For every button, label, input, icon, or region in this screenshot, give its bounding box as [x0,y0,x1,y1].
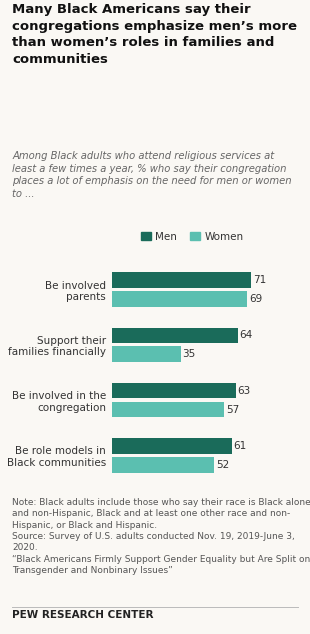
Bar [112,328,238,343]
Text: PEW RESEARCH CENTER: PEW RESEARCH CENTER [12,610,154,620]
Text: 71: 71 [253,275,267,285]
Bar [112,402,224,417]
Text: 52: 52 [216,460,229,470]
Bar [112,347,180,362]
Text: 35: 35 [183,349,196,359]
Bar [112,457,214,472]
Text: Note: Black adults include those who say their race is Black alone
and non-Hispa: Note: Black adults include those who say… [12,498,310,576]
Text: Among Black adults who attend religious services at
least a few times a year, % : Among Black adults who attend religious … [12,151,292,199]
Bar [112,273,251,288]
Text: 69: 69 [250,294,263,304]
Text: 64: 64 [240,330,253,340]
Bar [112,291,247,307]
Legend: Men, Women: Men, Women [136,228,247,246]
Bar [112,383,236,398]
Text: 57: 57 [226,404,239,415]
Bar [112,438,232,454]
Text: 63: 63 [238,385,251,396]
Text: 61: 61 [234,441,247,451]
Text: Many Black Americans say their
congregations emphasize men’s more
than women’s r: Many Black Americans say their congregat… [12,3,297,66]
